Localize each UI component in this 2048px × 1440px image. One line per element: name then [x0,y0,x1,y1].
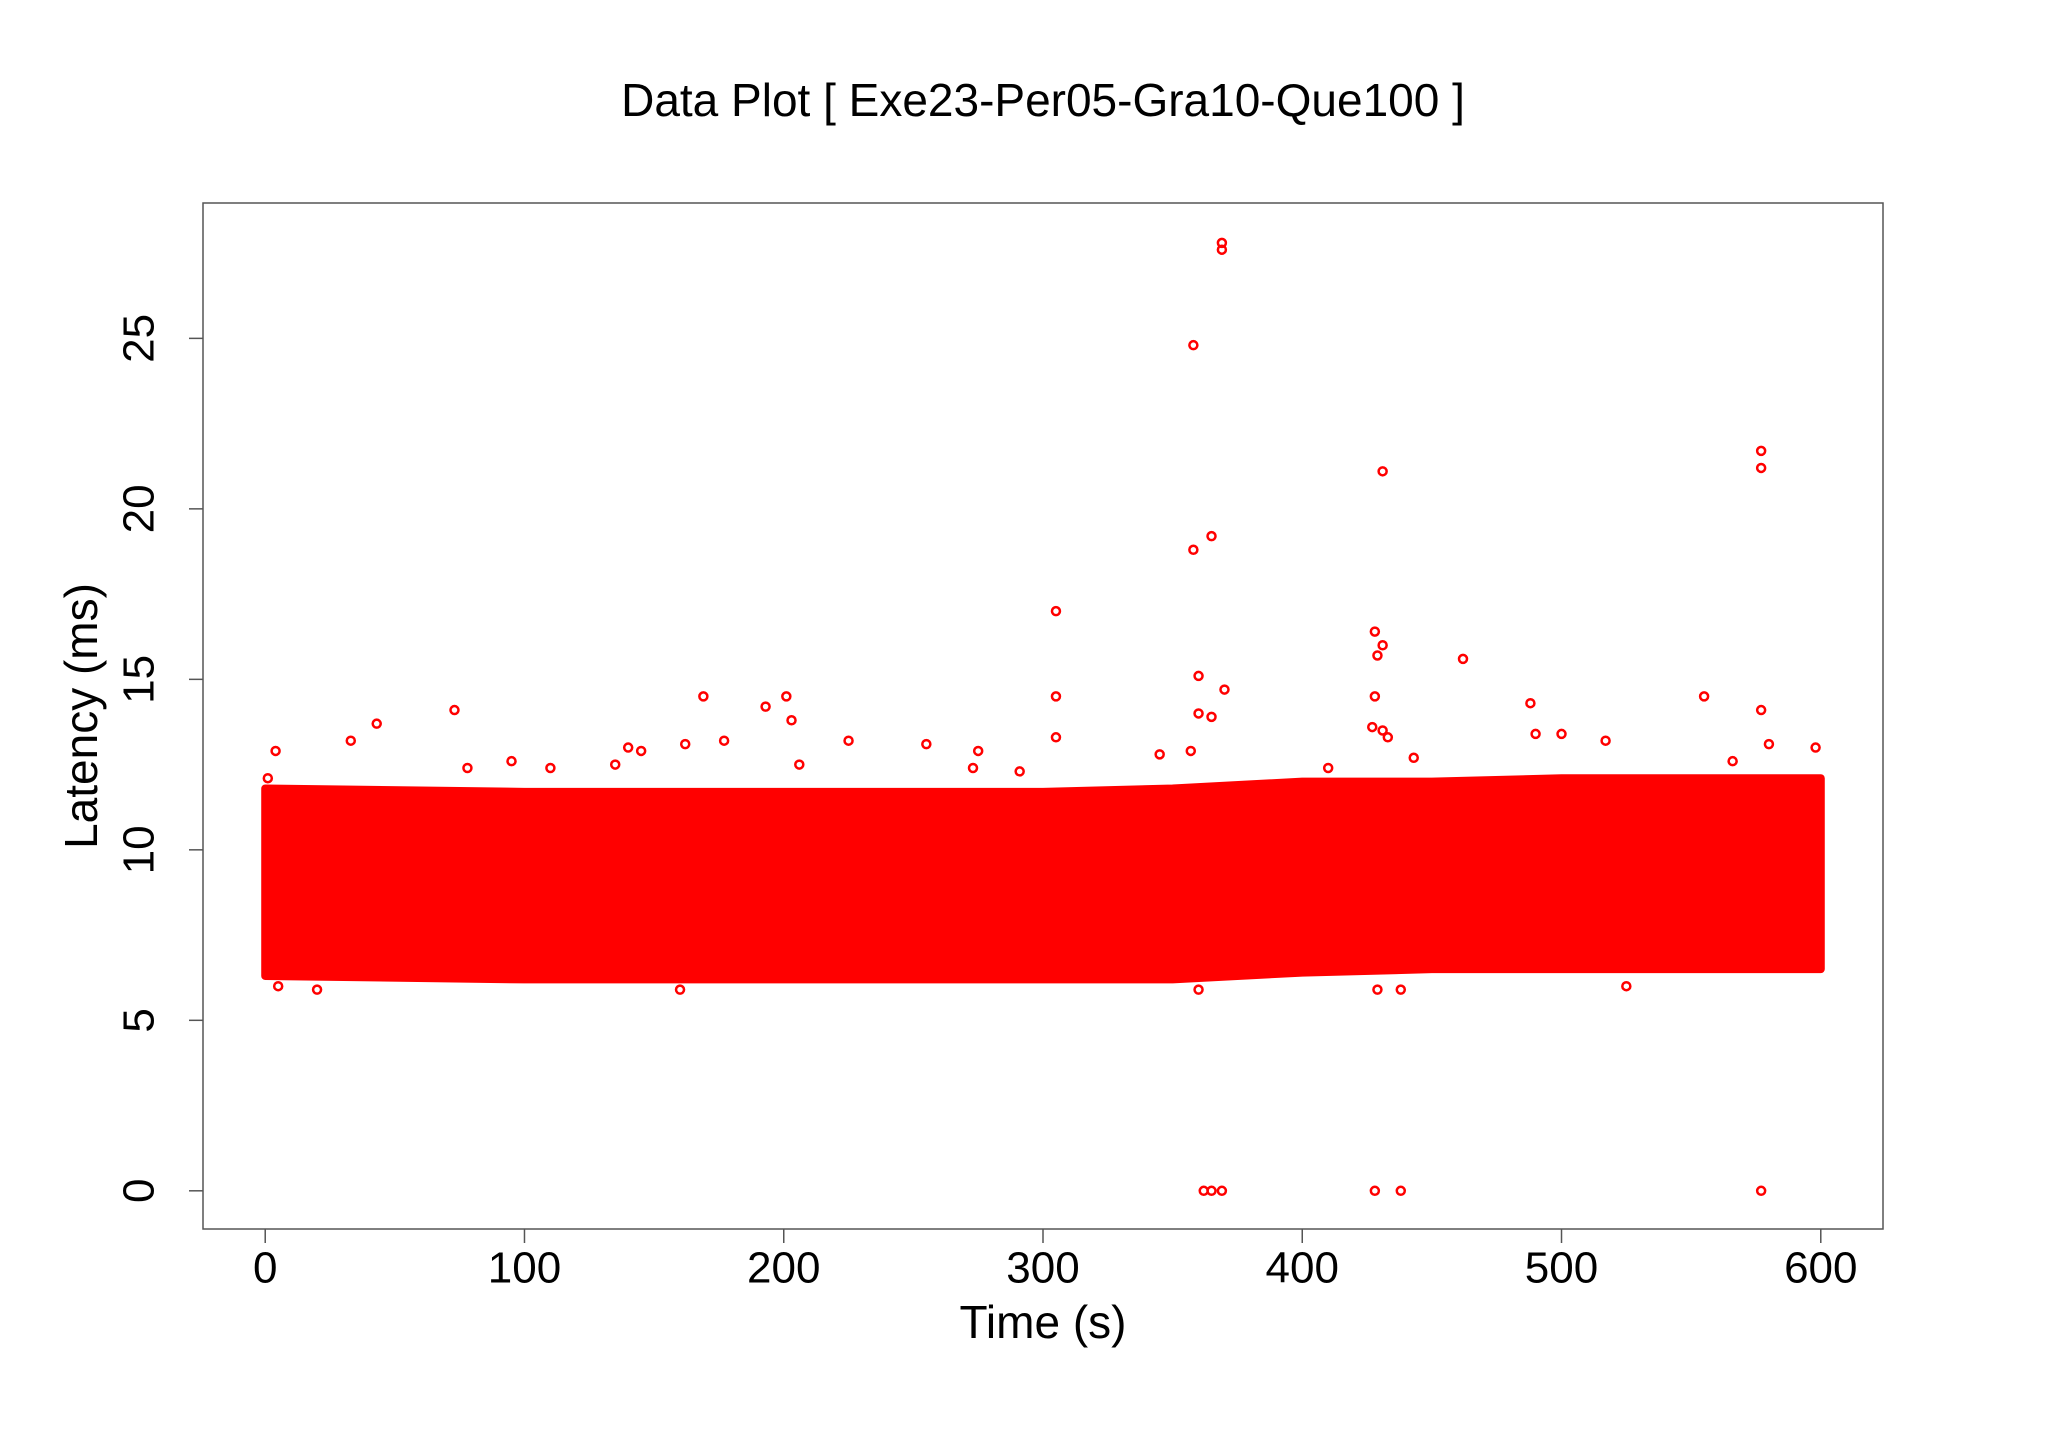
point [1755,704,1767,716]
point [371,718,382,729]
point [345,735,357,746]
point [1367,721,1378,733]
x-tick-label: 400 [1266,1244,1339,1293]
point [1050,732,1062,743]
point [1382,732,1394,743]
point [1193,708,1204,719]
x-tick-label: 500 [1525,1244,1598,1293]
point [1530,728,1541,740]
latency-band [261,774,1825,984]
point [1372,650,1383,661]
y-axis-label: Latency (ms) [55,583,107,849]
point [1050,691,1062,702]
chart-title: Data Plot [ Exe23-Per05-Gra10-Que100 ] [621,74,1465,126]
point [1193,984,1204,995]
point [674,984,686,995]
y-tick-label: 20 [115,484,164,533]
point [1369,626,1381,637]
point [967,762,979,774]
point [1322,762,1334,774]
y-tick-label: 10 [115,825,164,874]
point [1621,980,1632,992]
point [1377,725,1388,736]
point [843,735,854,746]
point [698,691,709,702]
point [1216,1185,1228,1197]
point [1395,1185,1407,1197]
point [462,762,473,774]
point [622,742,634,753]
point [1377,466,1388,477]
point [1206,530,1217,542]
point [270,745,281,757]
x-axis-label: Time (s) [960,1296,1127,1348]
point [1185,745,1197,757]
point [1408,752,1419,764]
point [506,755,517,767]
point [781,691,792,702]
y-tick-label: 15 [115,655,164,704]
point [635,745,647,757]
point [1206,711,1217,723]
point [1216,244,1228,255]
point [1193,670,1204,682]
y-tick-label: 0 [115,1179,164,1203]
x-tick-label: 600 [1784,1244,1857,1293]
point [1154,749,1165,760]
point [1014,766,1025,777]
point [972,745,984,757]
point [1188,544,1199,556]
point [760,701,771,712]
point [794,759,805,770]
point [1369,1185,1381,1197]
point [1457,653,1469,665]
point [679,738,691,750]
x-tick-label: 200 [747,1244,820,1293]
point [1755,445,1767,457]
point [718,735,730,746]
point [921,738,932,750]
point [609,759,621,770]
point [1600,735,1611,746]
point [1377,639,1388,651]
point [1369,691,1381,702]
point [1727,755,1738,767]
point [1755,1185,1767,1197]
point [449,704,460,716]
point [1556,728,1567,740]
point [1698,691,1710,702]
y-tick-label: 5 [115,1008,164,1032]
point [1206,1185,1217,1197]
plot-frame [202,202,1884,1230]
x-tick-label: 100 [488,1244,561,1293]
point [1763,738,1775,750]
point [311,984,323,995]
point [262,772,274,784]
x-tick-label: 300 [1006,1244,1079,1293]
y-tick-label: 25 [115,314,164,363]
point [1372,984,1383,995]
point [786,715,797,726]
point [1810,742,1821,753]
point [272,980,284,992]
point [1525,697,1536,709]
point [1050,605,1062,617]
point [1395,984,1407,995]
point [1755,462,1767,474]
point [545,762,556,774]
point [1188,339,1199,351]
point [1219,684,1230,695]
x-tick-label: 0 [253,1244,277,1293]
